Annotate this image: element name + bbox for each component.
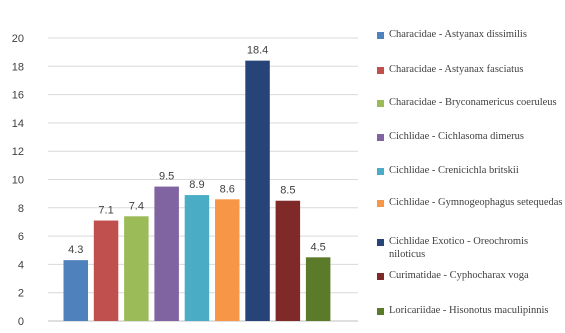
legend-label: Cichlidae - Gymnogeophagus setequedas <box>389 197 563 208</box>
legend-label: Loricariidae - Hisonotus maculipinnis <box>389 305 549 316</box>
data-label: 18.4 <box>247 45 268 57</box>
legend-item: Cichlidae - Cichlasoma dimerus <box>377 131 565 144</box>
legend-swatch <box>377 100 384 107</box>
bar <box>184 195 210 321</box>
legend-swatch <box>377 32 384 39</box>
bar-chart: 0 2 4 6 8 10 12 14 16 18 20 4.3 7.1 7.4 9.5 8.9 8.6 18.4… <box>12 33 358 328</box>
legend-swatch <box>377 67 384 74</box>
y-tick-label: 10 <box>12 175 24 187</box>
bar <box>215 199 240 321</box>
bar <box>63 260 88 321</box>
bar <box>124 216 149 321</box>
legend-item: Characidae - Astyanax dissimilis <box>377 29 565 42</box>
bar <box>154 186 179 321</box>
legend-label: Cichlidae - Crenicichla britskii <box>389 165 519 176</box>
legend-item: Characidae - Bryconamericus coeruleus <box>377 97 565 110</box>
data-label: 7.4 <box>129 200 144 212</box>
bar <box>93 220 119 321</box>
legend-label: Characidae - Astyanax fasciatus <box>389 64 524 75</box>
y-tick-label: 6 <box>18 231 24 243</box>
bar <box>245 60 270 321</box>
legend-item: Cichlidae Exotico - Oreochromis niloticu… <box>377 236 565 261</box>
data-label: 4.3 <box>68 244 83 256</box>
y-axis-tick-labels: 0 2 4 6 8 10 12 14 16 18 20 <box>12 33 24 328</box>
legend-label: Cichlidae Exotico - Oreochromis niloticu… <box>389 236 529 260</box>
y-tick-label: 12 <box>12 146 24 158</box>
bars <box>63 60 331 321</box>
legend-item: Cichlidae - Crenicichla britskii <box>377 165 565 178</box>
legend-swatch <box>377 200 384 207</box>
data-labels: 4.3 7.1 7.4 9.5 8.9 8.6 18.4 8.5 4.5 <box>68 45 326 257</box>
legend-item: Loricariidae - Hisonotus maculipinnis <box>377 305 565 318</box>
y-tick-label: 2 <box>18 288 24 300</box>
bar <box>275 200 301 321</box>
y-tick-label: 8 <box>18 203 24 215</box>
data-label: 4.5 <box>311 241 326 253</box>
legend-label: Cichlidae - Cichlasoma dimerus <box>389 131 525 142</box>
legend-swatch <box>377 134 384 141</box>
data-label: 9.5 <box>159 171 174 183</box>
legend-swatch <box>377 308 384 315</box>
data-label: 7.1 <box>98 205 113 217</box>
legend-label: Characidae - Bryconamericus coeruleus <box>389 97 557 108</box>
legend-swatch <box>377 273 384 280</box>
data-label: 8.6 <box>220 183 235 195</box>
legend-item: Cichlidae - Gymnogeophagus setequedas <box>377 197 565 210</box>
legend-swatch <box>377 239 384 246</box>
y-tick-label: 18 <box>12 61 24 73</box>
legend-label: Characidae - Astyanax dissimilis <box>389 29 527 40</box>
legend-item: Characidae - Astyanax fasciatus <box>377 64 565 77</box>
y-tick-label: 14 <box>12 118 24 130</box>
y-tick-label: 4 <box>18 259 24 271</box>
y-tick-label: 16 <box>12 90 24 102</box>
legend-label: Curimatidae - Cyphocharax voga <box>389 270 529 281</box>
data-label: 8.5 <box>280 185 295 197</box>
y-tick-label: 0 <box>18 316 24 328</box>
legend: Characidae - Astyanax dissimilis Characid… <box>377 0 565 333</box>
legend-item: Curimatidae - Cyphocharax voga <box>377 270 565 283</box>
y-tick-label: 20 <box>12 33 24 45</box>
data-label: 8.9 <box>189 179 204 191</box>
legend-swatch <box>377 168 384 175</box>
bar <box>305 257 331 321</box>
